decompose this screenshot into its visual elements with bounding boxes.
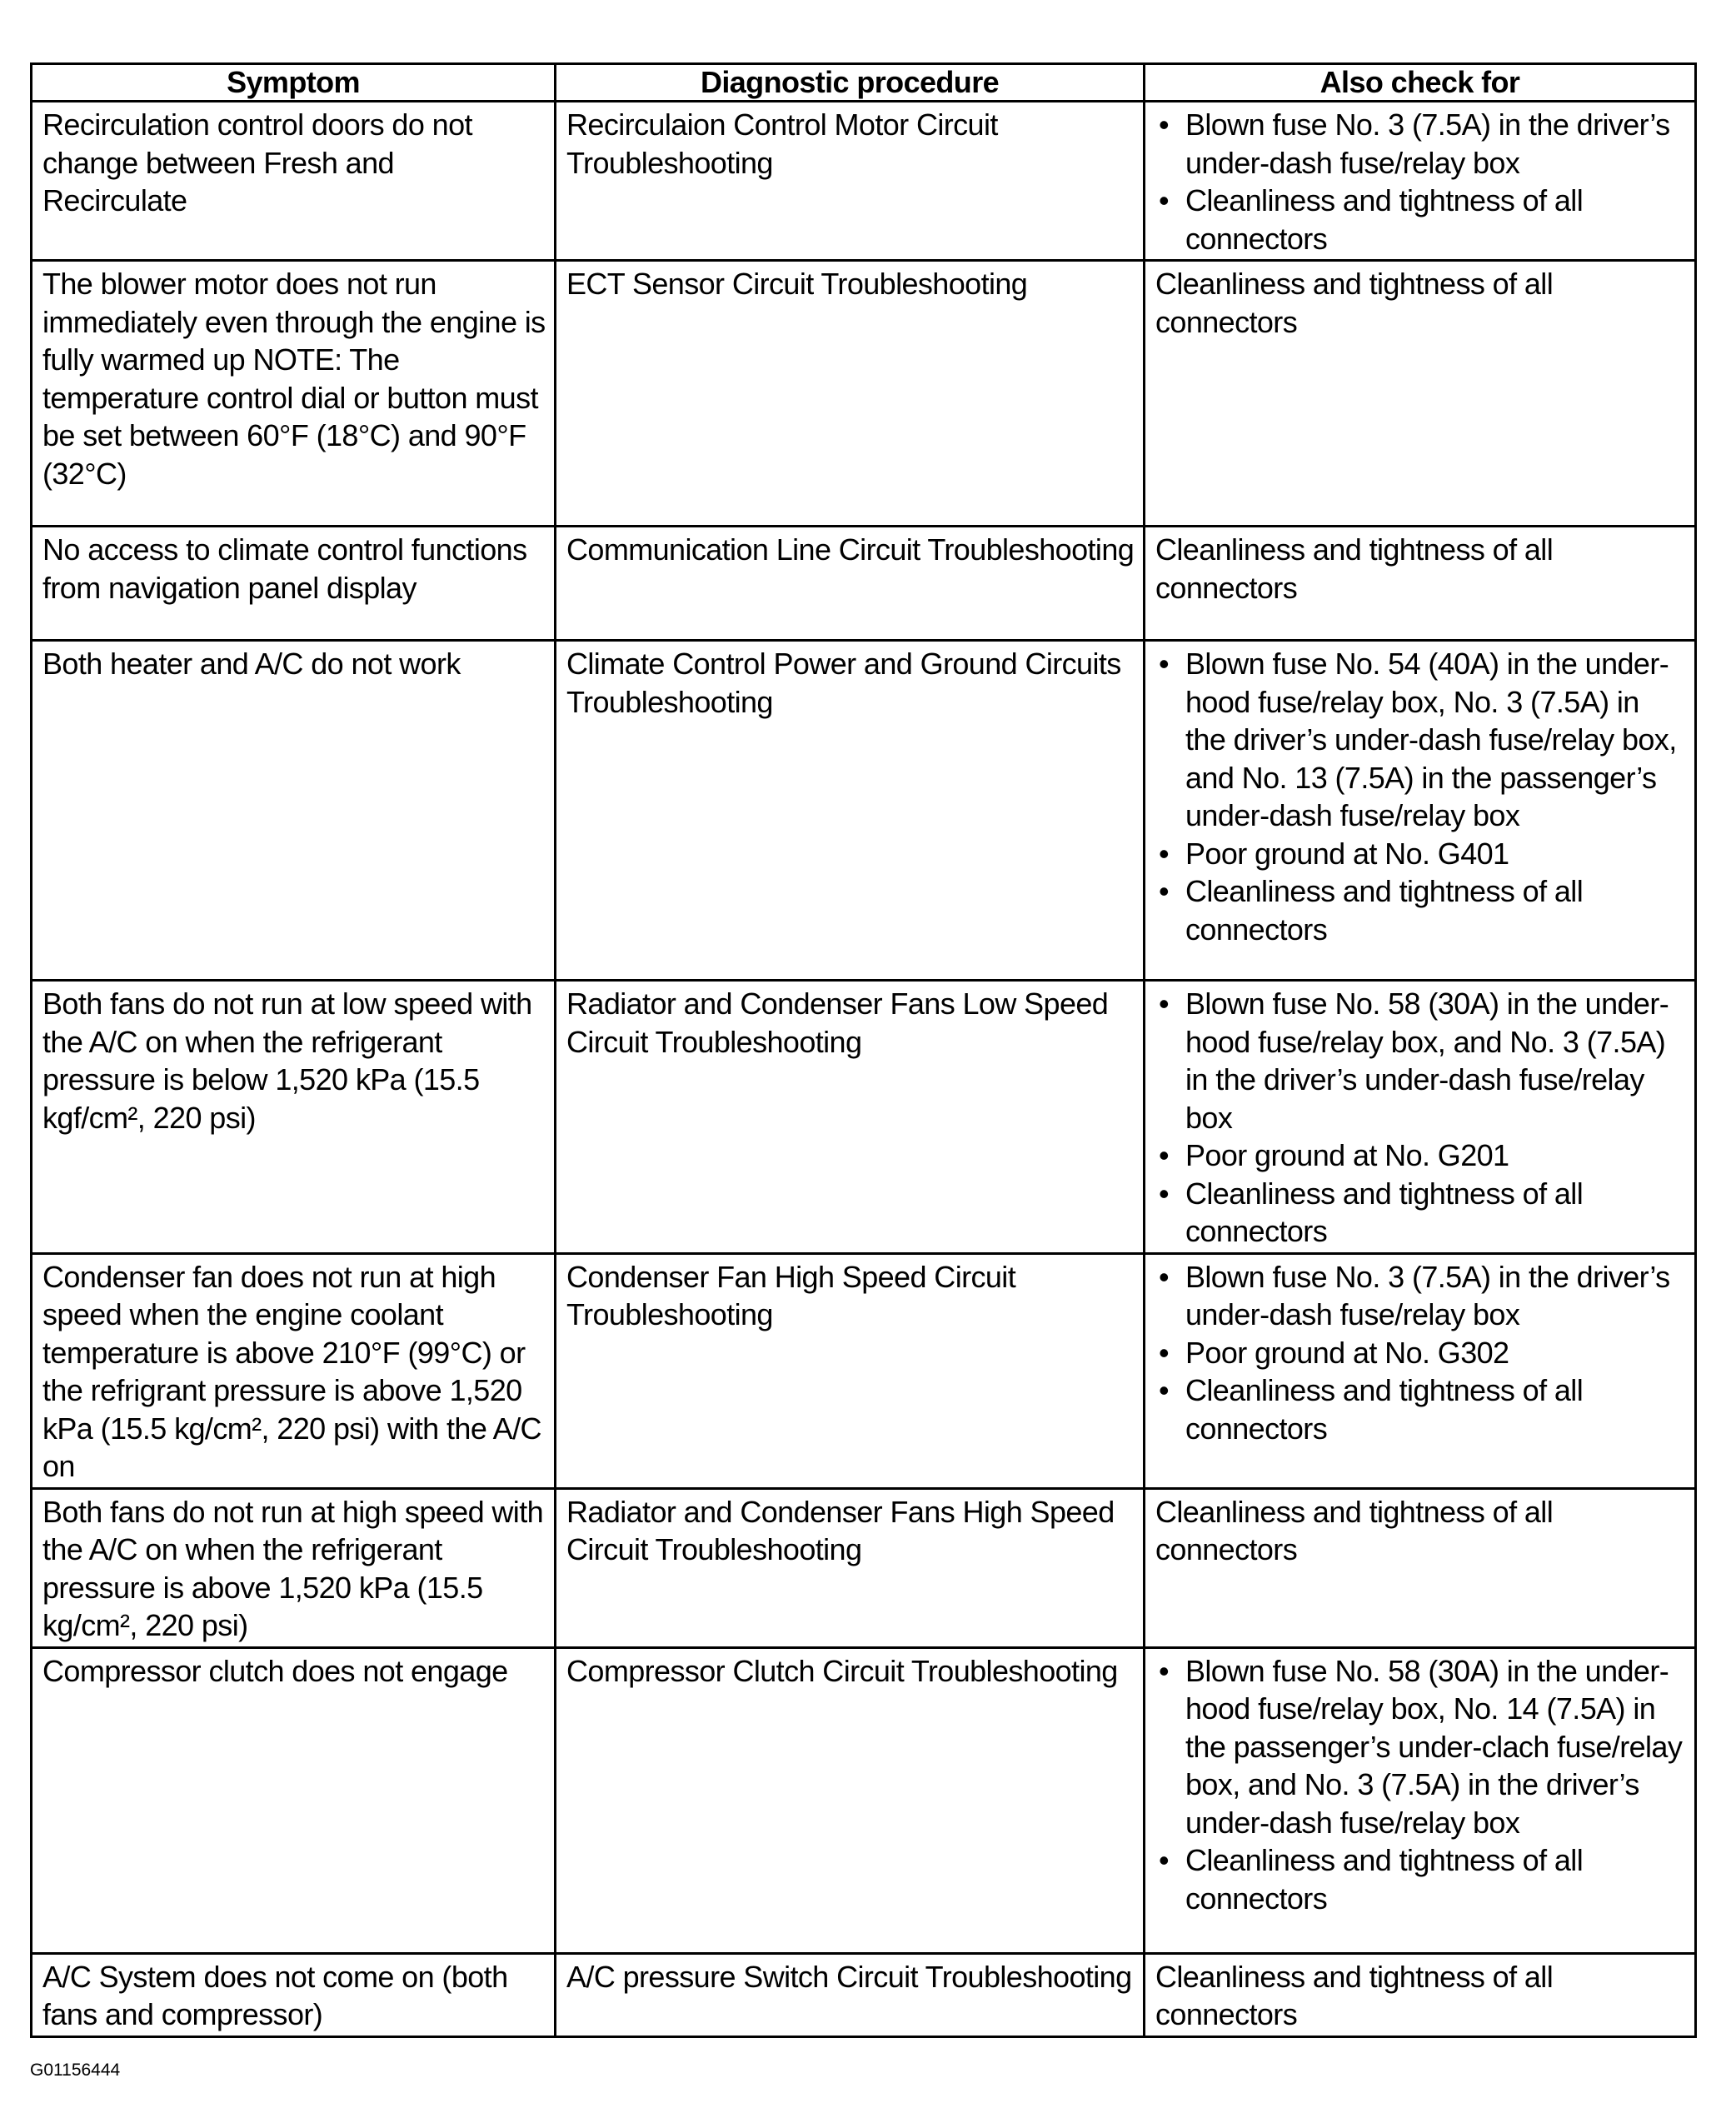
symptom-cell: No access to climate control functions f… (30, 525, 556, 642)
diagnostic-table: Symptom Diagnostic procedure Also check … (30, 62, 1697, 2038)
table-row: Both heater and A/C do not work Climate C… (30, 639, 1697, 982)
procedure-cell: A/C pressure Switch Circuit Troubleshoot… (554, 1951, 1145, 2038)
check-cell: Blown fuse No. 3 (7.5A) in the driver’s … (1143, 1251, 1697, 1490)
check-item: Poor ground at No. G401 (1159, 835, 1686, 873)
check-cell: Blown fuse No. 3 (7.5A) in the driver’s … (1143, 100, 1697, 262)
symptom-cell: Compressor clutch does not engage (30, 1646, 556, 1955)
check-cell: Cleanliness and tightness of all connect… (1143, 1486, 1697, 1649)
check-item: Cleanliness and tightness of all connect… (1159, 872, 1686, 948)
symptom-cell: The blower motor does not run immediatel… (30, 259, 556, 527)
check-item: Blown fuse No. 3 (7.5A) in the driver’s … (1159, 1258, 1686, 1334)
procedure-cell: Condenser Fan High Speed Circuit Trouble… (554, 1251, 1145, 1490)
symptom-cell: Both fans do not run at low speed with t… (30, 979, 556, 1255)
figure-id: G01156444 (30, 2060, 121, 2080)
check-item: Cleanliness and tightness of all connect… (1159, 1841, 1686, 1917)
table-row: No access to climate control functions f… (30, 525, 1697, 642)
page-content: Symptom Diagnostic procedure Also check … (30, 62, 1697, 2081)
check-item: Cleanliness and tightness of all connect… (1159, 1175, 1686, 1251)
check-cell: Blown fuse No. 58 (30A) in the under-hoo… (1143, 979, 1697, 1255)
check-item: Cleanliness and tightness of all connect… (1155, 1494, 1554, 1567)
symptom-cell: Condenser fan does not run at high speed… (30, 1251, 556, 1490)
check-cell: Cleanliness and tightness of all connect… (1143, 525, 1697, 642)
check-item: Blown fuse No. 58 (30A) in the under-hoo… (1159, 1652, 1686, 1842)
table-row: Both fans do not run at high speed with … (30, 1486, 1697, 1649)
check-item: Cleanliness and tightness of all connect… (1159, 1371, 1686, 1447)
procedure-cell: Radiator and Condenser Fans Low Speed Ci… (554, 979, 1145, 1255)
procedure-cell: Climate Control Power and Ground Circuit… (554, 639, 1145, 982)
check-item: Blown fuse No. 54 (40A) in the under-hoo… (1159, 645, 1686, 835)
check-list: Blown fuse No. 3 (7.5A) in the driver’s … (1155, 1258, 1686, 1448)
table-row: A/C System does not come on (both fans a… (30, 1951, 1697, 2038)
check-cell: Blown fuse No. 54 (40A) in the under-hoo… (1143, 639, 1697, 982)
table-body: Recirculation control doors do not chang… (30, 100, 1697, 2038)
procedure-cell: Recirculaion Control Motor Circuit Troub… (554, 100, 1145, 262)
table-row: Recirculation control doors do not chang… (30, 100, 1697, 262)
header-check: Also check for (1143, 62, 1697, 102)
check-item: Cleanliness and tightness of all connect… (1155, 1959, 1554, 2032)
table-row: Both fans do not run at low speed with t… (30, 979, 1697, 1255)
procedure-cell: Compressor Clutch Circuit Troubleshootin… (554, 1646, 1145, 1955)
header-symptom: Symptom (30, 62, 556, 102)
check-item: Blown fuse No. 3 (7.5A) in the driver’s … (1159, 106, 1686, 182)
check-item: Cleanliness and tightness of all connect… (1155, 267, 1554, 339)
check-item: Cleanliness and tightness of all connect… (1159, 182, 1686, 257)
symptom-cell: Both fans do not run at high speed with … (30, 1486, 556, 1649)
header-row: Symptom Diagnostic procedure Also check … (30, 62, 1697, 102)
check-list: Blown fuse No. 58 (30A) in the under-hoo… (1155, 985, 1686, 1251)
check-list: Blown fuse No. 58 (30A) in the under-hoo… (1155, 1652, 1686, 1918)
procedure-cell: ECT Sensor Circuit Troubleshooting (554, 259, 1145, 527)
procedure-cell: Radiator and Condenser Fans High Speed C… (554, 1486, 1145, 1649)
check-list: Blown fuse No. 3 (7.5A) in the driver’s … (1155, 106, 1686, 257)
check-item: Poor ground at No. G302 (1159, 1334, 1686, 1372)
check-cell: Cleanliness and tightness of all connect… (1143, 1951, 1697, 2038)
symptom-cell: Both heater and A/C do not work (30, 639, 556, 982)
check-item: Cleanliness and tightness of all connect… (1155, 532, 1554, 605)
table-row: The blower motor does not run immediatel… (30, 259, 1697, 527)
check-item: Poor ground at No. G201 (1159, 1136, 1686, 1175)
symptom-cell: A/C System does not come on (both fans a… (30, 1951, 556, 2038)
procedure-cell: Communication Line Circuit Troubleshooti… (554, 525, 1145, 642)
check-item: Blown fuse No. 58 (30A) in the under-hoo… (1159, 985, 1686, 1136)
symptom-cell: Recirculation control doors do not chang… (30, 100, 556, 262)
table-row: Condenser fan does not run at high speed… (30, 1251, 1697, 1490)
check-cell: Cleanliness and tightness of all connect… (1143, 259, 1697, 527)
header-procedure: Diagnostic procedure (554, 62, 1145, 102)
check-list: Blown fuse No. 54 (40A) in the under-hoo… (1155, 645, 1686, 948)
check-cell: Blown fuse No. 58 (30A) in the under-hoo… (1143, 1646, 1697, 1955)
table-row: Compressor clutch does not engage Compres… (30, 1646, 1697, 1955)
